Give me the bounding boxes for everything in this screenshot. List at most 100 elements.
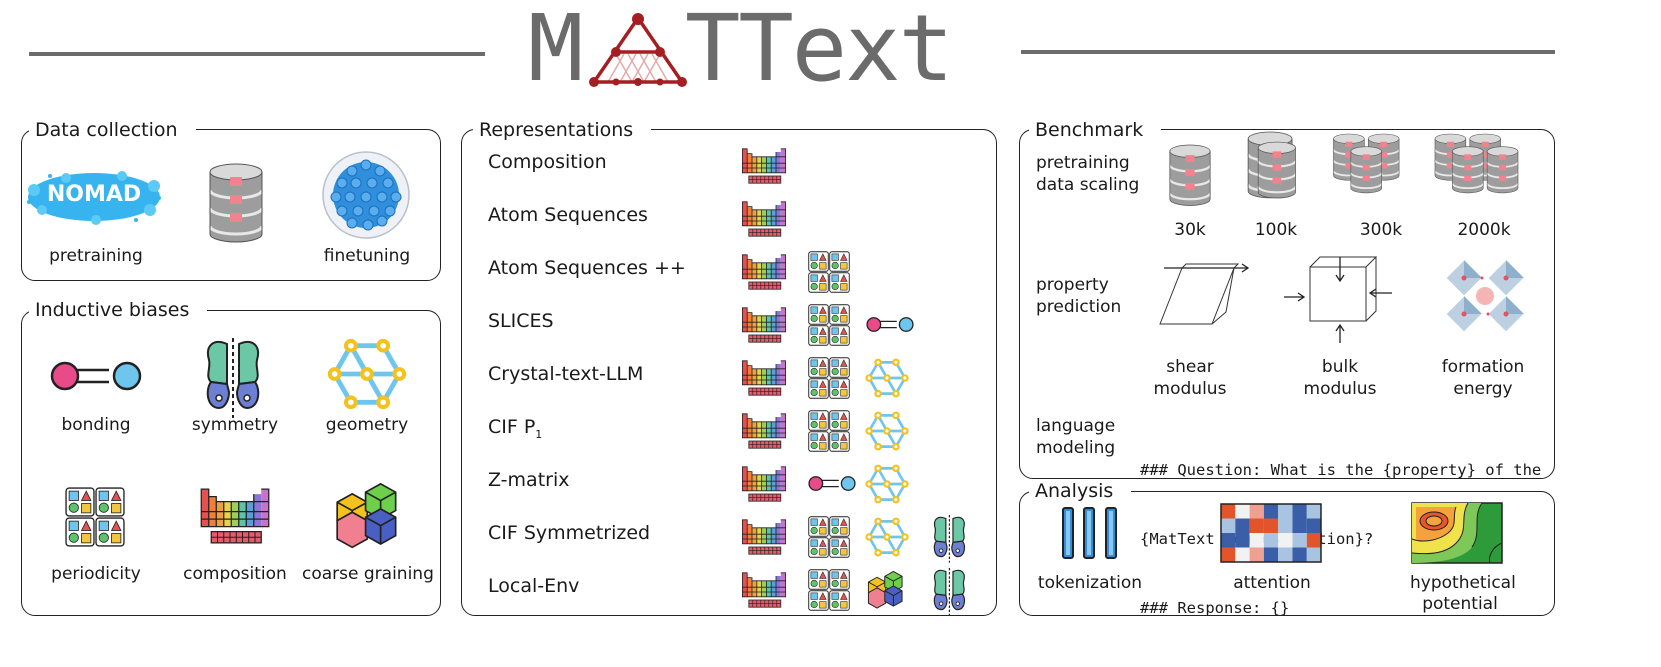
periodicity-icon [808, 516, 850, 558]
scaling-label-line1: pretraining [1036, 153, 1130, 173]
representation-name: CIF P [488, 416, 536, 438]
attention-cell [1249, 533, 1264, 548]
header-rule-right [1021, 50, 1555, 54]
bonding-label: bonding [61, 415, 131, 435]
scaling-label: pretraining data scaling [1036, 152, 1139, 196]
periodicity-icon [808, 357, 850, 399]
hypothetical-line2: potential [1422, 594, 1498, 614]
attention-cell [1221, 533, 1236, 548]
symmetry-icon [933, 567, 966, 617]
pretraining-label: pretraining [49, 246, 143, 266]
representation-label: Local-Env [488, 575, 579, 597]
periodicity-icon [65, 487, 125, 547]
benchmark-panel [1019, 129, 1555, 479]
title-text: TText [685, 0, 954, 102]
composition-icon [742, 201, 786, 237]
language-modeling-label: language modeling [1036, 415, 1115, 459]
representation-name: Atom Sequences ++ [488, 257, 686, 279]
tokenization-icon [1062, 507, 1117, 559]
composition-icon [742, 519, 786, 555]
shear-icon [1159, 263, 1250, 325]
attention-cell [1249, 547, 1264, 562]
representation-label: SLICES [488, 310, 554, 332]
hypothetical-potential-label: hypothetical potential [1410, 573, 1516, 615]
composition-icon [742, 307, 786, 343]
representation-name: Composition [488, 151, 607, 173]
formation-line2: energy [1453, 379, 1513, 399]
representation-name: Local-Env [488, 575, 580, 597]
scaling-30k-label: 30k [1174, 220, 1206, 240]
prompt-line-3: ### Response: {} [1140, 599, 1290, 617]
bulk-line1: bulk [1321, 357, 1359, 377]
data-collection-title: Data collection [29, 119, 196, 141]
geometry-label: geometry [325, 415, 409, 435]
representation-label: CIF P1 [488, 416, 542, 441]
benchmark-title: Benchmark [1029, 119, 1162, 141]
representations-title: Representations [473, 119, 652, 141]
perovskite-icon [1445, 259, 1525, 333]
composition-icon [200, 488, 270, 544]
geometry-icon [865, 358, 909, 398]
composition-icon [742, 466, 786, 502]
attention-cell [1235, 518, 1250, 533]
representation-name: CIF Symmetrized [488, 522, 651, 544]
nomad-logo: NOMAD [26, 170, 162, 225]
analysis-title: Analysis [1029, 480, 1132, 502]
representations-panel [461, 129, 997, 616]
representation-name: Crystal-text-LLM [488, 363, 644, 385]
composition-icon [742, 254, 786, 290]
representation-name: SLICES [488, 310, 554, 332]
potential-icon [1411, 502, 1503, 564]
representation-label: CIF Symmetrized [488, 522, 650, 544]
property-label-line1: property [1036, 275, 1109, 295]
attention-frame [1220, 503, 1322, 563]
attention-cell [1292, 518, 1307, 533]
property-label-line2: prediction [1036, 297, 1122, 317]
scaling-100k-label: 100k [1254, 220, 1298, 240]
database-icon [208, 162, 264, 244]
title-letter-m: M [528, 0, 584, 102]
periodicity-icon [808, 410, 850, 452]
periodicity-icon [808, 304, 850, 346]
geometry-icon [865, 464, 909, 504]
attention-cell [1292, 533, 1307, 548]
tokenization-label: tokenization [1037, 573, 1143, 593]
scaling-300k-label: 300k [1359, 220, 1403, 240]
finetuning-label: finetuning [323, 246, 411, 266]
cubes-icon [336, 483, 397, 549]
composition-label: composition [183, 564, 287, 584]
database-icon-300k [1332, 133, 1400, 194]
inductive-biases-title: Inductive biases [29, 299, 208, 321]
data-collection-panel [21, 129, 441, 281]
attention-cell [1278, 518, 1293, 533]
attention-cell [1306, 504, 1322, 519]
attention-cell [1221, 547, 1236, 562]
representation-subscript: 1 [535, 427, 543, 441]
composition-icon [742, 148, 786, 184]
attention-cell [1263, 533, 1279, 548]
attention-cell [1278, 547, 1293, 562]
attention-cell [1306, 547, 1322, 562]
shear-line1: shear [1166, 357, 1214, 377]
inductive-biases-panel [21, 310, 441, 616]
composition-icon [742, 413, 786, 449]
representation-name: Z-matrix [488, 469, 570, 491]
symmetry-icon [933, 514, 966, 564]
symmetry-label: symmetry [191, 415, 279, 435]
attention-cell [1292, 504, 1307, 519]
scaling-2000k-label: 2000k [1457, 220, 1511, 240]
coarse-graining-label: coarse graining [302, 564, 434, 584]
composition-icon [742, 572, 786, 608]
scaling-label-line2: data scaling [1036, 175, 1140, 195]
bond-icon [50, 361, 142, 391]
periodicity-label: periodicity [51, 564, 141, 584]
representation-name: Atom Sequences [488, 204, 648, 226]
title-network-a-logo [589, 13, 687, 87]
periodicity-icon [808, 251, 850, 293]
attention-cell [1292, 547, 1307, 562]
bulk-icon [1284, 256, 1392, 343]
header-rule-left [29, 52, 485, 56]
shear-modulus-label: shear modulus [1140, 356, 1240, 400]
bonding-icon [866, 317, 914, 332]
representation-label: Composition [488, 151, 607, 173]
